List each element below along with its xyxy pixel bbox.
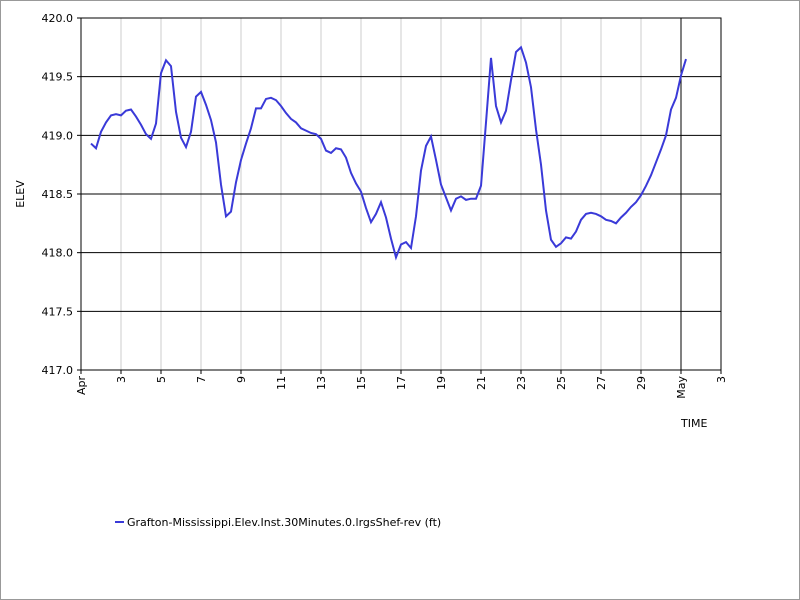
y-axis-label: ELEV [14, 180, 27, 208]
legend-label: Grafton-Mississippi.Elev.Inst.30Minutes.… [127, 516, 441, 529]
x-tick-label: May [675, 376, 688, 399]
x-tick-label: 15 [355, 376, 368, 390]
x-axis-label: TIME [680, 417, 707, 430]
x-tick-label: 25 [555, 376, 568, 390]
y-tick-label: 417.0 [42, 364, 74, 377]
plot-border [80, 17, 722, 371]
y-tick-label: 420.0 [42, 12, 74, 25]
x-tick-label: 13 [315, 376, 328, 390]
x-tick-label: 29 [635, 376, 648, 390]
x-tick-label: 11 [275, 376, 288, 390]
y-tick-label: 418.5 [42, 188, 74, 201]
x-tick-label: 3 [115, 376, 128, 383]
x-tick-label: 19 [435, 376, 448, 390]
x-tick-label: 27 [595, 376, 608, 390]
x-tick-label: Apr [75, 376, 88, 396]
y-tick-label: 419.0 [42, 129, 74, 142]
x-tick-label: 9 [235, 376, 248, 383]
x-tick-label: 23 [515, 376, 528, 390]
x-tick-label: 5 [155, 376, 168, 383]
y-tick-label: 417.5 [42, 305, 74, 318]
x-tick-label: 17 [395, 376, 408, 390]
x-tick-label: 21 [475, 376, 488, 390]
y-tick-label: 418.0 [42, 247, 74, 260]
x-tick-label: 7 [195, 376, 208, 383]
x-tick-label: 3 [715, 376, 728, 383]
y-tick-label: 419.5 [42, 71, 74, 84]
data-line [90, 45, 687, 261]
